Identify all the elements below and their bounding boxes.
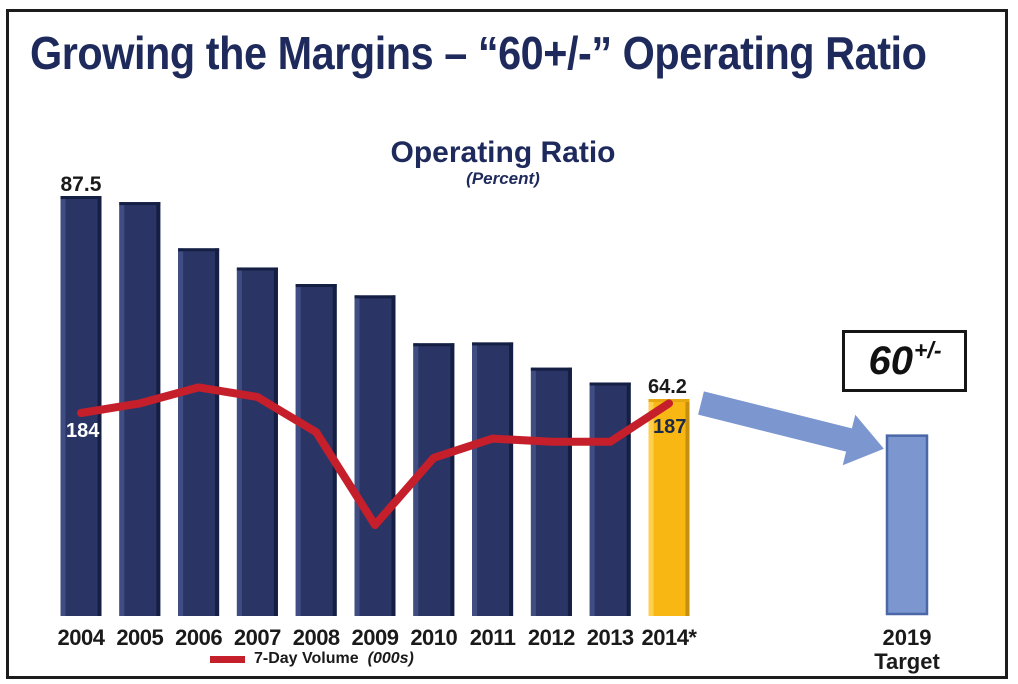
bar-2011 <box>472 342 514 616</box>
target-label-2019: 2019 <box>883 625 932 650</box>
year-label-2010: 2010 <box>410 625 457 650</box>
year-label-2008: 2008 <box>293 625 340 650</box>
operating-ratio-label-2014: 64.2 <box>648 376 687 398</box>
chart-subtitle: (Percent) <box>466 169 540 188</box>
target-label-target: Target <box>874 649 940 674</box>
bar-2009 <box>354 295 396 616</box>
arrow-to-target-icon <box>698 391 884 466</box>
legend-line-suffix: (000s) <box>367 650 414 667</box>
year-label-2007: 2007 <box>234 625 281 650</box>
year-label-2005: 2005 <box>116 625 163 650</box>
target-bar-2019 <box>885 434 929 616</box>
year-label-2011: 2011 <box>470 625 516 650</box>
bar-2013 <box>589 382 631 616</box>
volume-line <box>77 383 673 529</box>
year-label-2014: 2014* <box>641 625 697 650</box>
operating-ratio-label-2004: 87.5 <box>61 173 102 196</box>
year-label-2004: 2004 <box>58 625 106 650</box>
bar-2014 <box>648 399 690 616</box>
bar-2004 <box>60 196 102 617</box>
target-callout-box: 60 +/- <box>842 330 967 392</box>
year-label-2009: 2009 <box>352 625 399 650</box>
bar-2006 <box>178 248 220 616</box>
year-label-2006: 2006 <box>175 625 222 650</box>
volume-label-2004: 184 <box>66 420 100 442</box>
volume-label-2014: 187 <box>653 416 686 438</box>
target-callout-superscript: +/- <box>914 336 942 363</box>
chart-title: Operating Ratio <box>390 136 616 169</box>
legend-line-label: 7-Day Volume <box>254 650 359 667</box>
target-callout-value: 60 <box>868 339 914 383</box>
slide-title: Growing the Margins – “60+/-” Operating … <box>30 27 927 79</box>
legend: 7-Day Volume (000s) <box>210 650 414 668</box>
year-label-2013: 2013 <box>587 625 634 650</box>
bar-2012 <box>530 367 572 616</box>
year-label-2012: 2012 <box>528 625 575 650</box>
legend-line-swatch <box>210 655 245 663</box>
bar-2007 <box>236 267 278 616</box>
